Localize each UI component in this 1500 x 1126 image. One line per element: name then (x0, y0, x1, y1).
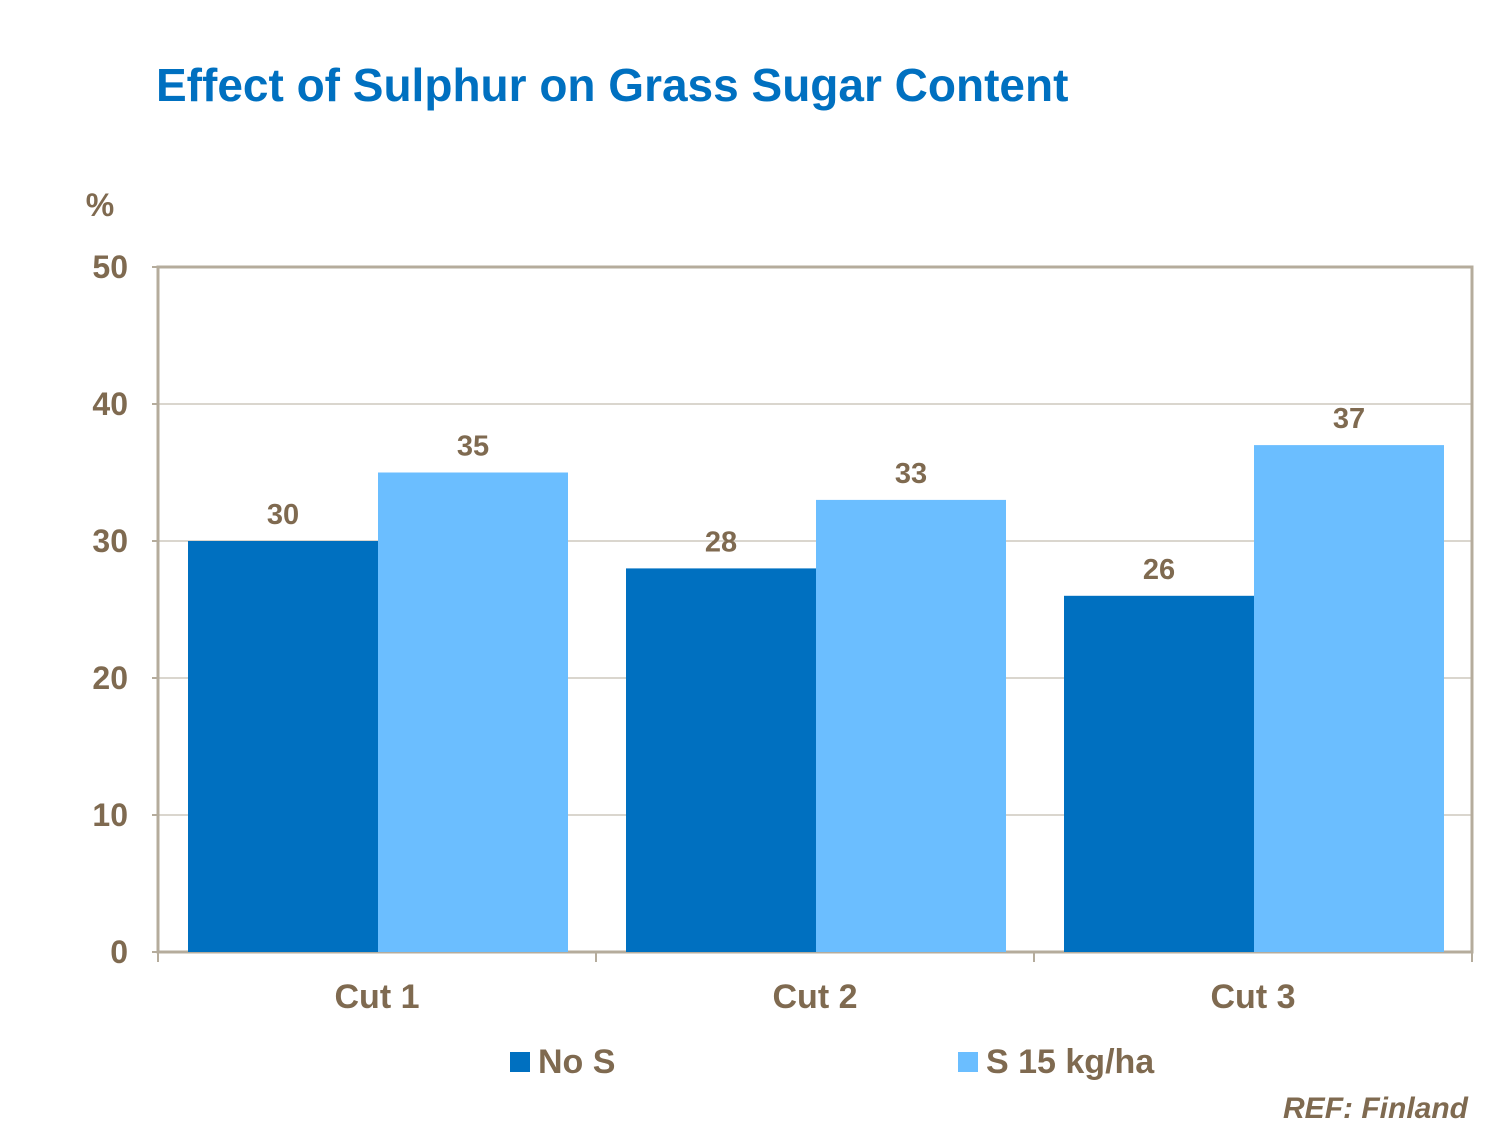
bar-s-15-kg-ha (816, 499, 1006, 952)
y-tick-label: 40 (92, 386, 128, 422)
data-label: 28 (705, 526, 737, 558)
bar-s-15-kg-ha (378, 472, 568, 952)
legend-swatch (510, 1052, 530, 1072)
bar-no-s (626, 568, 816, 952)
bar-no-s (188, 541, 378, 952)
legend-label: No S (538, 1043, 615, 1081)
x-tick-label: Cut 1 (335, 978, 420, 1016)
chart-title: Effect of Sulphur on Grass Sugar Content (156, 59, 1069, 111)
y-tick-label: 50 (92, 249, 128, 285)
y-tick-label: 10 (92, 797, 128, 833)
data-label: 26 (1143, 554, 1175, 586)
legend-swatch (958, 1052, 978, 1072)
y-axis-label: % (86, 187, 114, 223)
data-label: 37 (1333, 403, 1365, 435)
data-label: 33 (895, 458, 927, 490)
data-label: 35 (457, 431, 489, 463)
bar-no-s (1064, 595, 1254, 952)
y-tick-label: 0 (110, 934, 128, 970)
y-tick-label: 30 (92, 523, 128, 559)
x-tick-label: Cut 2 (773, 978, 858, 1016)
legend-label: S 15 kg/ha (986, 1043, 1155, 1081)
y-tick-label: 20 (92, 660, 128, 696)
bar-s-15-kg-ha (1254, 445, 1444, 952)
x-tick-label: Cut 3 (1211, 978, 1296, 1016)
reference-note: REF: Finland (1283, 1092, 1468, 1125)
data-label: 30 (267, 499, 299, 531)
